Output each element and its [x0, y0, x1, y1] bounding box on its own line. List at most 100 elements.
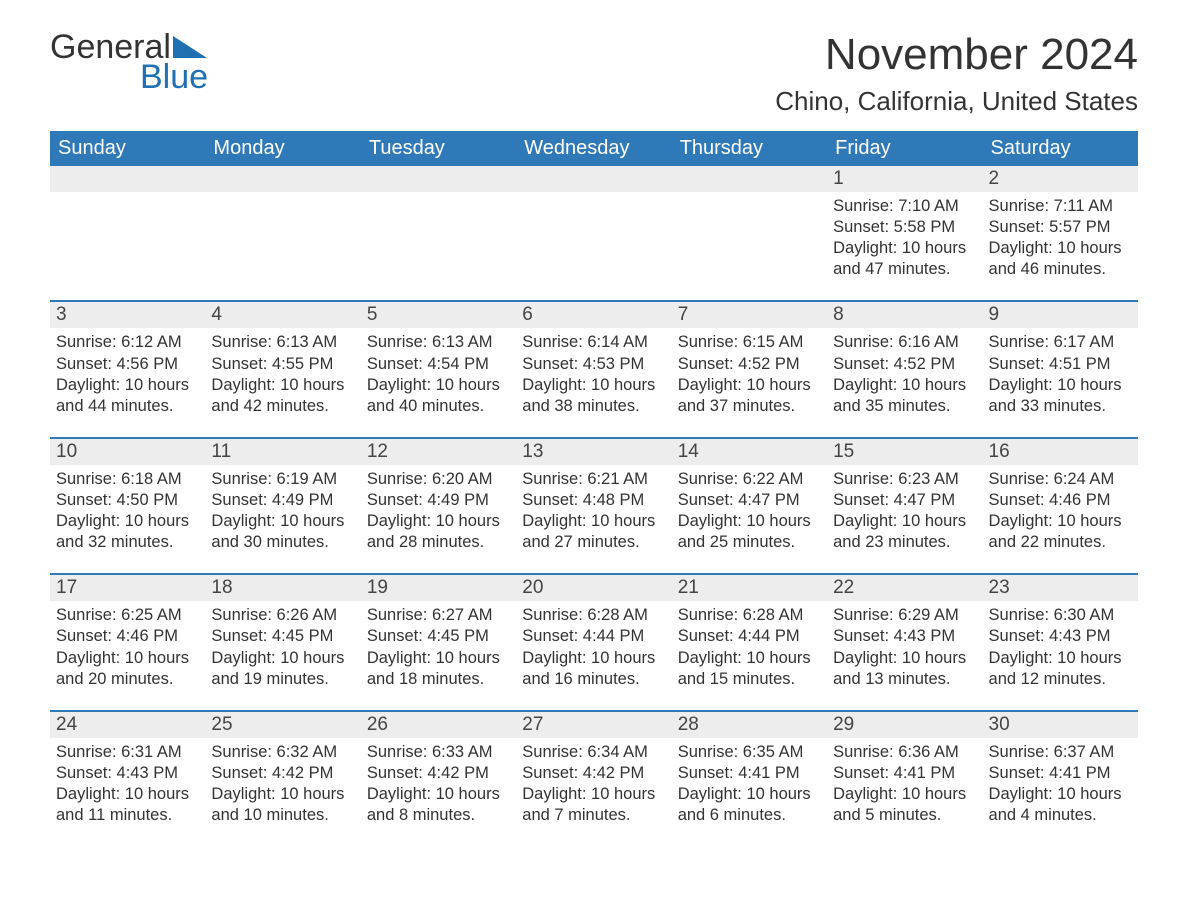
sunrise-text: Sunrise: 6:15 AM	[678, 332, 821, 353]
daylight-text: Daylight: 10 hours and 27 minutes.	[522, 511, 665, 553]
week-row: 24Sunrise: 6:31 AMSunset: 4:43 PMDayligh…	[50, 710, 1138, 830]
day-header: Sunday	[50, 131, 205, 166]
sunrise-text: Sunrise: 6:14 AM	[522, 332, 665, 353]
calendar-cell: 6Sunrise: 6:14 AMSunset: 4:53 PMDaylight…	[516, 302, 671, 420]
date-number: 16	[983, 439, 1138, 465]
calendar-cell: 10Sunrise: 6:18 AMSunset: 4:50 PMDayligh…	[50, 439, 205, 557]
day-header: Wednesday	[516, 131, 671, 166]
sunrise-text: Sunrise: 6:20 AM	[367, 469, 510, 490]
calendar-cell: 19Sunrise: 6:27 AMSunset: 4:45 PMDayligh…	[361, 575, 516, 693]
date-number: 19	[361, 575, 516, 601]
date-number: 2	[983, 166, 1138, 192]
calendar-cell	[361, 166, 516, 284]
daylight-text: Daylight: 10 hours and 6 minutes.	[678, 784, 821, 826]
title-block: November 2024 Chino, California, United …	[775, 30, 1138, 117]
sunrise-text: Sunrise: 6:27 AM	[367, 605, 510, 626]
sunrise-text: Sunrise: 6:12 AM	[56, 332, 199, 353]
calendar-cell: 9Sunrise: 6:17 AMSunset: 4:51 PMDaylight…	[983, 302, 1138, 420]
daylight-text: Daylight: 10 hours and 20 minutes.	[56, 648, 199, 690]
date-number	[672, 166, 827, 192]
date-number: 29	[827, 712, 982, 738]
sunrise-text: Sunrise: 6:35 AM	[678, 742, 821, 763]
day-header-row: SundayMondayTuesdayWednesdayThursdayFrid…	[50, 131, 1138, 166]
day-header: Saturday	[983, 131, 1138, 166]
date-number: 9	[983, 302, 1138, 328]
calendar-cell: 8Sunrise: 6:16 AMSunset: 4:52 PMDaylight…	[827, 302, 982, 420]
sunrise-text: Sunrise: 6:21 AM	[522, 469, 665, 490]
calendar-cell: 11Sunrise: 6:19 AMSunset: 4:49 PMDayligh…	[205, 439, 360, 557]
month-title: November 2024	[775, 30, 1138, 80]
calendar-cell	[205, 166, 360, 284]
cell-body: Sunrise: 6:15 AMSunset: 4:52 PMDaylight:…	[672, 328, 827, 420]
sunrise-text: Sunrise: 6:13 AM	[367, 332, 510, 353]
date-number: 23	[983, 575, 1138, 601]
date-number: 27	[516, 712, 671, 738]
sunset-text: Sunset: 4:48 PM	[522, 490, 665, 511]
cell-body: Sunrise: 6:32 AMSunset: 4:42 PMDaylight:…	[205, 738, 360, 830]
calendar-cell: 13Sunrise: 6:21 AMSunset: 4:48 PMDayligh…	[516, 439, 671, 557]
sunrise-text: Sunrise: 6:26 AM	[211, 605, 354, 626]
cell-body: Sunrise: 6:23 AMSunset: 4:47 PMDaylight:…	[827, 465, 982, 557]
date-number: 28	[672, 712, 827, 738]
calendar-cell: 16Sunrise: 6:24 AMSunset: 4:46 PMDayligh…	[983, 439, 1138, 557]
calendar-cell: 26Sunrise: 6:33 AMSunset: 4:42 PMDayligh…	[361, 712, 516, 830]
daylight-text: Daylight: 10 hours and 16 minutes.	[522, 648, 665, 690]
sunrise-text: Sunrise: 6:32 AM	[211, 742, 354, 763]
daylight-text: Daylight: 10 hours and 4 minutes.	[989, 784, 1132, 826]
daylight-text: Daylight: 10 hours and 18 minutes.	[367, 648, 510, 690]
cell-body: Sunrise: 6:19 AMSunset: 4:49 PMDaylight:…	[205, 465, 360, 557]
daylight-text: Daylight: 10 hours and 10 minutes.	[211, 784, 354, 826]
cell-body: Sunrise: 6:36 AMSunset: 4:41 PMDaylight:…	[827, 738, 982, 830]
date-number: 5	[361, 302, 516, 328]
cell-body: Sunrise: 6:28 AMSunset: 4:44 PMDaylight:…	[672, 601, 827, 693]
cell-body: Sunrise: 6:18 AMSunset: 4:50 PMDaylight:…	[50, 465, 205, 557]
daylight-text: Daylight: 10 hours and 13 minutes.	[833, 648, 976, 690]
sunset-text: Sunset: 4:54 PM	[367, 354, 510, 375]
date-number: 25	[205, 712, 360, 738]
sunrise-text: Sunrise: 6:19 AM	[211, 469, 354, 490]
cell-body: Sunrise: 7:10 AMSunset: 5:58 PMDaylight:…	[827, 192, 982, 284]
cell-body: Sunrise: 6:13 AMSunset: 4:54 PMDaylight:…	[361, 328, 516, 420]
daylight-text: Daylight: 10 hours and 19 minutes.	[211, 648, 354, 690]
calendar-cell: 24Sunrise: 6:31 AMSunset: 4:43 PMDayligh…	[50, 712, 205, 830]
sunset-text: Sunset: 5:58 PM	[833, 217, 976, 238]
sunset-text: Sunset: 4:41 PM	[989, 763, 1132, 784]
cell-body: Sunrise: 6:31 AMSunset: 4:43 PMDaylight:…	[50, 738, 205, 830]
week-row: 10Sunrise: 6:18 AMSunset: 4:50 PMDayligh…	[50, 437, 1138, 557]
date-number: 10	[50, 439, 205, 465]
cell-body: Sunrise: 6:28 AMSunset: 4:44 PMDaylight:…	[516, 601, 671, 693]
logo: General Blue	[50, 30, 208, 94]
calendar-cell: 20Sunrise: 6:28 AMSunset: 4:44 PMDayligh…	[516, 575, 671, 693]
cell-body: Sunrise: 6:20 AMSunset: 4:49 PMDaylight:…	[361, 465, 516, 557]
date-number: 6	[516, 302, 671, 328]
sunrise-text: Sunrise: 6:24 AM	[989, 469, 1132, 490]
sunset-text: Sunset: 4:52 PM	[678, 354, 821, 375]
sunrise-text: Sunrise: 6:34 AM	[522, 742, 665, 763]
date-number	[50, 166, 205, 192]
date-number: 12	[361, 439, 516, 465]
sunset-text: Sunset: 4:46 PM	[56, 626, 199, 647]
daylight-text: Daylight: 10 hours and 42 minutes.	[211, 375, 354, 417]
calendar-cell: 25Sunrise: 6:32 AMSunset: 4:42 PMDayligh…	[205, 712, 360, 830]
calendar-cell: 2Sunrise: 7:11 AMSunset: 5:57 PMDaylight…	[983, 166, 1138, 284]
sunset-text: Sunset: 4:51 PM	[989, 354, 1132, 375]
daylight-text: Daylight: 10 hours and 35 minutes.	[833, 375, 976, 417]
daylight-text: Daylight: 10 hours and 30 minutes.	[211, 511, 354, 553]
daylight-text: Daylight: 10 hours and 37 minutes.	[678, 375, 821, 417]
daylight-text: Daylight: 10 hours and 47 minutes.	[833, 238, 976, 280]
day-header: Tuesday	[361, 131, 516, 166]
sunrise-text: Sunrise: 6:13 AM	[211, 332, 354, 353]
calendar-cell: 23Sunrise: 6:30 AMSunset: 4:43 PMDayligh…	[983, 575, 1138, 693]
sunset-text: Sunset: 4:49 PM	[367, 490, 510, 511]
calendar-cell: 1Sunrise: 7:10 AMSunset: 5:58 PMDaylight…	[827, 166, 982, 284]
sunset-text: Sunset: 4:56 PM	[56, 354, 199, 375]
sunset-text: Sunset: 4:43 PM	[833, 626, 976, 647]
cell-body: Sunrise: 6:13 AMSunset: 4:55 PMDaylight:…	[205, 328, 360, 420]
calendar-cell: 30Sunrise: 6:37 AMSunset: 4:41 PMDayligh…	[983, 712, 1138, 830]
day-header: Monday	[205, 131, 360, 166]
date-number: 8	[827, 302, 982, 328]
weeks-container: 1Sunrise: 7:10 AMSunset: 5:58 PMDaylight…	[50, 166, 1138, 830]
cell-body: Sunrise: 6:34 AMSunset: 4:42 PMDaylight:…	[516, 738, 671, 830]
sunset-text: Sunset: 4:42 PM	[367, 763, 510, 784]
sunrise-text: Sunrise: 6:28 AM	[678, 605, 821, 626]
